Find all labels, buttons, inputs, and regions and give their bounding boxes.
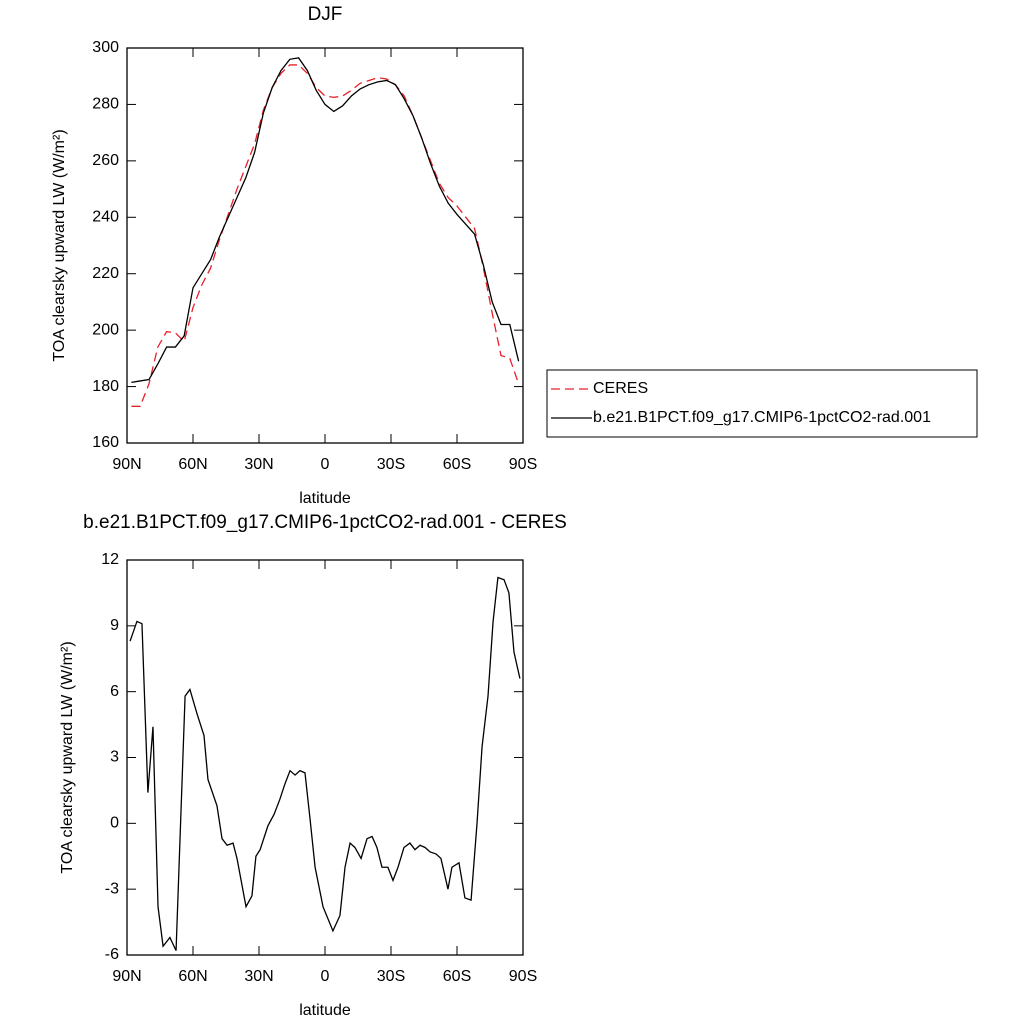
x-tick-label: 30N [244, 968, 273, 985]
legend-label: b.e21.B1PCT.f09_g17.CMIP6-1pctCO2-rad.00… [593, 409, 931, 426]
legend-label: CERES [593, 380, 648, 397]
x-axis-label: latitude [299, 490, 351, 507]
plot-frame [126, 47, 524, 444]
plot: DJF latitude TOA clearsky upward LW (W/m²)… [51, 4, 537, 507]
y-tick-label: 0 [110, 815, 119, 832]
y-tick-label: -6 [105, 946, 119, 963]
y-tick-label: 200 [92, 321, 119, 338]
chart-title: DJF [308, 4, 343, 25]
chart-title: b.e21.B1PCT.f09_g17.CMIP6-1pctCO2-rad.00… [83, 512, 567, 533]
x-tick-label: 30S [377, 968, 405, 985]
x-tick-label: 60N [178, 968, 207, 985]
x-tick-label: 90N [112, 968, 141, 985]
plot: b.e21.B1PCT.f09_g17.CMIP6-1pctCO2-rad.00… [59, 512, 567, 1019]
data-line [131, 64, 520, 407]
data-line [129, 576, 521, 951]
y-axis-label: TOA clearsky upward LW (W/m²) [51, 129, 68, 361]
y-tick-label: 9 [110, 617, 119, 634]
x-tick-label: 0 [321, 456, 330, 473]
legend: CERES b.e21.B1PCT.f09_g17.CMIP6-1pctCO2-r… [546, 369, 978, 438]
y-tick-label: 240 [92, 209, 119, 226]
x-tick-label: 60S [443, 968, 471, 985]
x-tick-label: 90N [112, 456, 141, 473]
y-tick-label: 300 [92, 39, 119, 56]
y-tick-label: 280 [92, 96, 119, 113]
x-tick-label: 0 [321, 968, 330, 985]
y-tick-label: 260 [92, 152, 119, 169]
plot-frame [126, 559, 524, 956]
y-tick-label: 12 [101, 551, 119, 568]
x-axis-label: latitude [299, 1002, 351, 1019]
legend-frame [546, 369, 978, 438]
x-tick-label: 30S [377, 456, 405, 473]
y-tick-label: 220 [92, 265, 119, 282]
x-tick-label: 30N [244, 456, 273, 473]
x-tick-label: 90S [509, 456, 537, 473]
y-axis-label: TOA clearsky upward LW (W/m²) [59, 641, 76, 873]
y-tick-label: 180 [92, 378, 119, 395]
y-tick-label: -3 [105, 880, 119, 897]
x-tick-label: 60S [443, 456, 471, 473]
x-tick-label: 60N [178, 456, 207, 473]
data-line [131, 57, 520, 383]
y-tick-label: 6 [110, 683, 119, 700]
y-tick-label: 3 [110, 749, 119, 766]
x-tick-label: 90S [509, 968, 537, 985]
y-tick-label: 160 [92, 434, 119, 451]
